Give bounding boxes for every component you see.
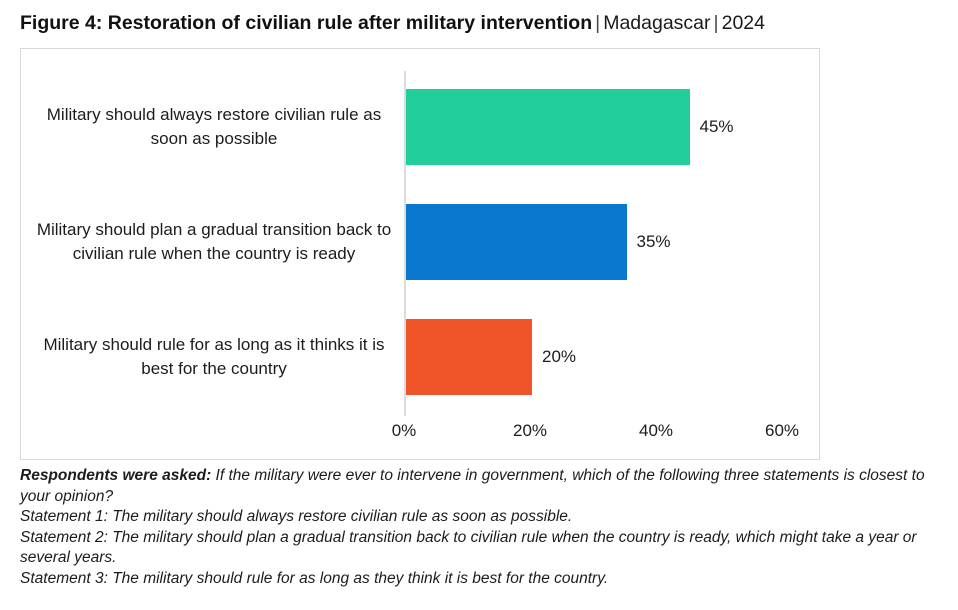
- x-axis: 0% 20% 40% 60%: [21, 416, 819, 456]
- bar-value-label: 20%: [542, 347, 577, 366]
- bar-row: Military should plan a gradual transitio…: [21, 204, 819, 280]
- bar-series-2[interactable]: [406, 319, 532, 395]
- category-label: Military should rule for as long as it t…: [43, 335, 385, 378]
- footnote: Respondents were asked: If the military …: [20, 466, 940, 589]
- footnote-statement-1: Statement 1: The military should always …: [20, 508, 573, 525]
- bar-chart-plot-area: Military should always restore civilian …: [21, 49, 819, 459]
- x-axis-tick: 40%: [638, 421, 674, 440]
- figure-title-main: Figure 4: Restoration of civilian rule a…: [20, 12, 593, 34]
- title-year: 2024: [721, 12, 765, 34]
- title-separator-1: |: [595, 12, 601, 34]
- page-title: Figure 4: Restoration of civilian rule a…: [20, 10, 940, 40]
- bar-series-0[interactable]: [406, 89, 690, 165]
- x-axis-tick: 20%: [512, 421, 548, 440]
- category-label: Military should always restore civilian …: [46, 105, 382, 148]
- bar-row: Military should always restore civilian …: [21, 89, 819, 165]
- footnote-statement-2: Statement 2: The military should plan a …: [20, 528, 917, 567]
- x-axis-tick: 60%: [764, 421, 800, 440]
- bar-series-1[interactable]: [406, 204, 627, 280]
- bar-value-label: 45%: [699, 117, 734, 136]
- footnote-lead-in: Respondents were asked:: [20, 467, 212, 484]
- footnote-question-text: If the military were ever to intervene i…: [20, 467, 925, 505]
- x-axis-tick: 0%: [391, 421, 417, 440]
- footnote-statement-3: Statement 3: The military should rule fo…: [20, 569, 609, 587]
- y-axis-line: [404, 71, 406, 416]
- bar-value-label: 35%: [636, 232, 671, 251]
- bar-row: Military should rule for as long as it t…: [21, 319, 819, 395]
- title-country: Madagascar: [603, 12, 711, 34]
- footnote-question: Respondents were asked: If the military …: [20, 466, 940, 507]
- title-separator-2: |: [713, 12, 719, 34]
- category-label: Military should plan a gradual transitio…: [36, 220, 392, 263]
- chart-card: Military should always restore civilian …: [20, 48, 820, 460]
